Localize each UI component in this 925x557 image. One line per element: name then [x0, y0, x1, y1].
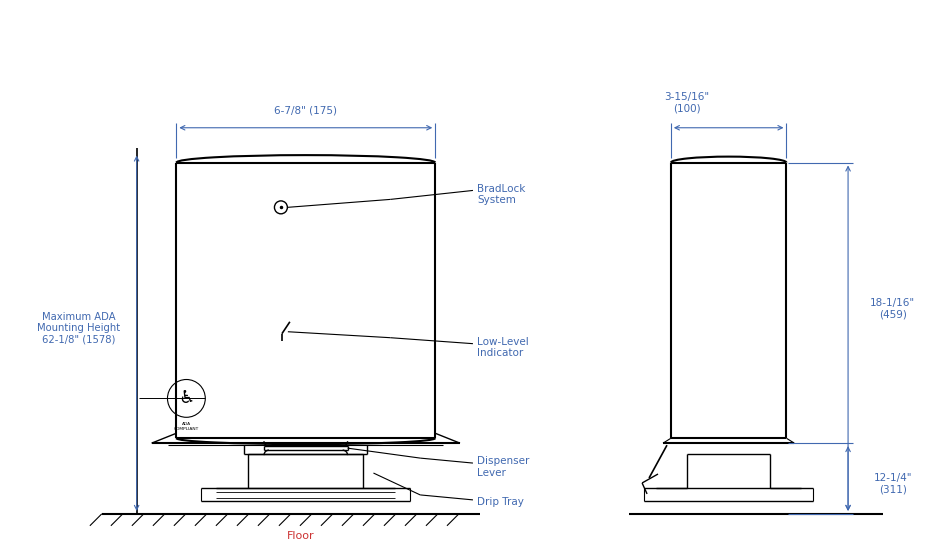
Text: ADA
COMPLIANT: ADA COMPLIANT — [174, 422, 199, 431]
Text: Drip Tray: Drip Tray — [477, 497, 524, 507]
Text: 18-1/16"
(459): 18-1/16" (459) — [870, 297, 916, 319]
Text: 3-15/16"
(100): 3-15/16" (100) — [664, 92, 709, 114]
Text: BradLock
System: BradLock System — [477, 184, 525, 205]
Text: ♿: ♿ — [179, 389, 194, 407]
Text: 12-1/4"
(311): 12-1/4" (311) — [873, 473, 912, 494]
Text: Floor: Floor — [287, 531, 314, 541]
Text: Maximum ADA
Mounting Height
62-1/8" (1578): Maximum ADA Mounting Height 62-1/8" (157… — [37, 312, 120, 345]
Text: Low-Level
Indicator: Low-Level Indicator — [477, 337, 529, 359]
Text: 6-7/8" (175): 6-7/8" (175) — [275, 106, 338, 116]
Text: Dispenser
Lever: Dispenser Lever — [477, 456, 529, 478]
